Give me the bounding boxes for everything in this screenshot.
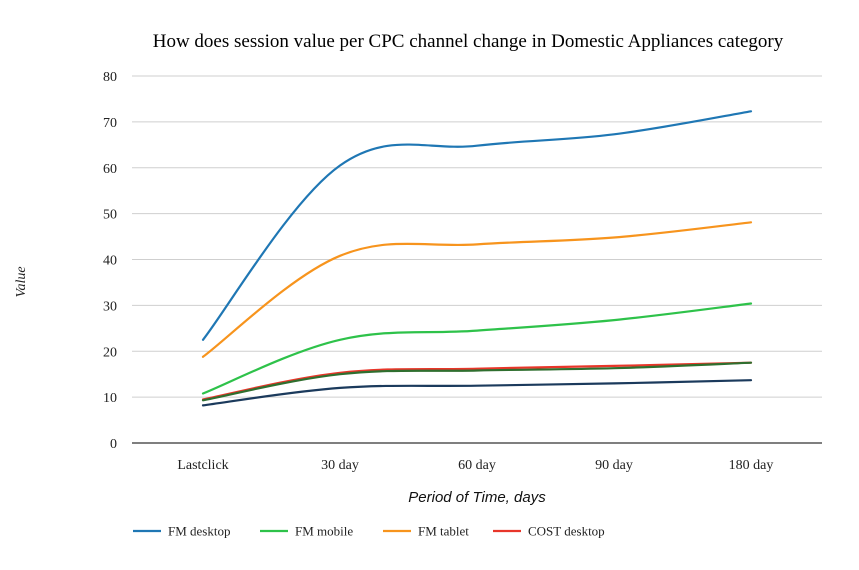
series-line-6 xyxy=(201,379,753,407)
legend-label: COST desktop xyxy=(528,524,605,539)
y-tick-label: 50 xyxy=(103,208,117,223)
y-tick-label: 20 xyxy=(103,345,117,360)
legend-label: FM tablet xyxy=(418,524,469,539)
y-tick-label: 60 xyxy=(103,162,117,177)
chart-title: How does session value per CPC channel c… xyxy=(153,31,784,52)
series-line-2 xyxy=(201,302,753,395)
x-axis-ticks: Lastclick 30 day 60 day 90 day 180 day xyxy=(177,458,773,473)
y-tick-label: 30 xyxy=(103,299,117,314)
y-axis-ticks: 0 10 20 30 40 50 60 70 80 xyxy=(103,70,117,452)
x-tick-label: 90 day xyxy=(595,458,633,473)
y-tick-label: 70 xyxy=(103,116,117,131)
grid xyxy=(132,75,822,444)
legend: FM desktop FM mobile FM tablet COST desktop xyxy=(133,524,605,539)
y-tick-label: 80 xyxy=(103,70,117,85)
series-line-1 xyxy=(201,110,753,341)
x-tick-label: 30 day xyxy=(321,458,359,473)
series-line-3 xyxy=(201,221,753,358)
series-lines xyxy=(201,110,753,407)
y-axis-label: Value xyxy=(14,266,29,297)
x-axis-label: Period of Time, days xyxy=(408,489,546,506)
y-tick-label: 10 xyxy=(103,391,117,406)
y-tick-label: 40 xyxy=(103,254,117,269)
x-tick-label: 60 day xyxy=(458,458,496,473)
legend-label: FM mobile xyxy=(295,524,353,539)
series-line-5 xyxy=(201,361,753,402)
legend-label: FM desktop xyxy=(168,524,230,539)
x-tick-label: Lastclick xyxy=(177,458,228,473)
y-tick-label: 0 xyxy=(110,437,117,452)
x-tick-label: 180 day xyxy=(729,458,774,473)
series-line-4 xyxy=(201,361,753,401)
